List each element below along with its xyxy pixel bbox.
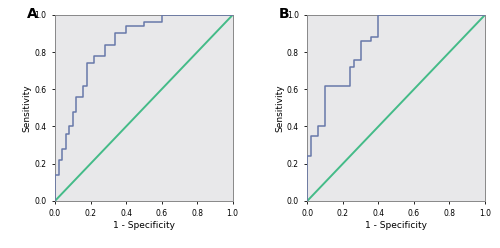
Y-axis label: Sensitivity: Sensitivity — [275, 84, 284, 132]
Text: A: A — [26, 7, 38, 21]
X-axis label: 1 - Specificity: 1 - Specificity — [365, 221, 427, 230]
X-axis label: 1 - Specificity: 1 - Specificity — [113, 221, 175, 230]
Y-axis label: Sensitivity: Sensitivity — [23, 84, 32, 132]
Text: B: B — [279, 7, 289, 21]
